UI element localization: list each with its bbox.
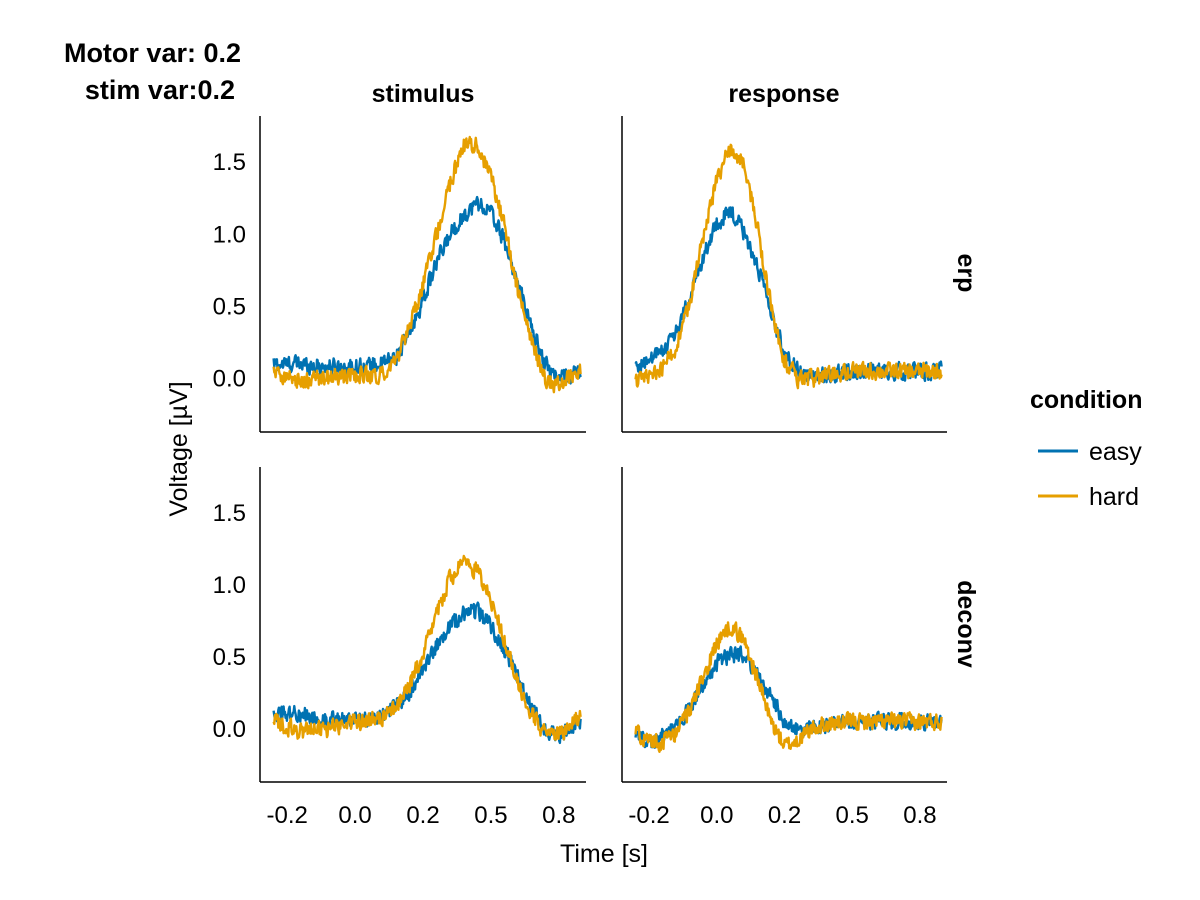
column-title-response: response bbox=[728, 80, 839, 108]
panels-group: 0.0 0.5 1.0 1.5 0.0 0.5 1.0 1.5 -0.2 0.0 0.2 0.5 0.8… bbox=[213, 116, 947, 829]
legend-label-hard: hard bbox=[1089, 483, 1139, 511]
y-axis-label: Voltage [µV] bbox=[165, 381, 193, 516]
x-axis-label: Time [s] bbox=[560, 840, 648, 868]
panel-deconv-stimulus-series-easy bbox=[272, 601, 582, 745]
panel-deconv-stimulus-series-hard bbox=[272, 554, 582, 741]
panel-deconv-stimulus-x-tick-label: 0.8 bbox=[542, 802, 575, 829]
panel-deconv-stimulus-y-tick-label: 1.5 bbox=[213, 500, 246, 527]
panel-deconv-response-x-tick-label: 0.0 bbox=[700, 802, 733, 829]
row-title-deconv: deconv bbox=[952, 580, 980, 668]
panel-erp-stimulus-series-easy bbox=[272, 195, 582, 385]
panel-deconv-response-x-tick-label: 0.8 bbox=[903, 802, 936, 829]
legend: condition easy hard bbox=[1030, 386, 1142, 511]
panel-deconv-stimulus-y-tick-label: 0.5 bbox=[213, 644, 246, 671]
panel-deconv-response-series-easy bbox=[634, 645, 943, 749]
column-title-stimulus: stimulus bbox=[372, 80, 475, 108]
panel-deconv-stimulus-x-tick-label: 0.5 bbox=[474, 802, 507, 829]
legend-title: condition bbox=[1030, 386, 1142, 414]
panel-deconv-stimulus-x-tick-label: -0.2 bbox=[266, 802, 307, 829]
panel-erp-response-series-hard bbox=[634, 143, 943, 390]
panel-deconv-stimulus-y-tick-label: 0.0 bbox=[213, 716, 246, 743]
panel-erp-stimulus-y-tick-label: 1.0 bbox=[213, 221, 246, 248]
panel-deconv-response-series-hard bbox=[634, 621, 943, 753]
panel-deconv-response-x-tick-label: 0.5 bbox=[836, 802, 869, 829]
panel-erp-stimulus-series-hard bbox=[272, 135, 582, 394]
panel-erp-stimulus-y-tick-label: 0.5 bbox=[213, 293, 246, 320]
panel-erp-stimulus-y-tick-label: 0.0 bbox=[213, 366, 246, 393]
legend-label-easy: easy bbox=[1089, 438, 1142, 466]
figure-title-line2: stim var:0.2 bbox=[85, 75, 235, 105]
figure-title-line1: Motor var: 0.2 bbox=[64, 38, 241, 68]
panel-deconv-stimulus-y-tick-label: 1.0 bbox=[213, 572, 246, 599]
panel-deconv-stimulus-x-tick-label: 0.2 bbox=[406, 802, 439, 829]
panel-erp-stimulus-y-tick-label: 1.5 bbox=[213, 149, 246, 176]
panel-deconv-stimulus-x-tick-label: 0.0 bbox=[338, 802, 371, 829]
panel-deconv-response-x-tick-label: -0.2 bbox=[628, 802, 669, 829]
panel-deconv-response-x-tick-label: 0.2 bbox=[768, 802, 801, 829]
panel-erp-response-series-easy bbox=[634, 206, 943, 384]
row-title-erp: erp bbox=[952, 254, 980, 293]
